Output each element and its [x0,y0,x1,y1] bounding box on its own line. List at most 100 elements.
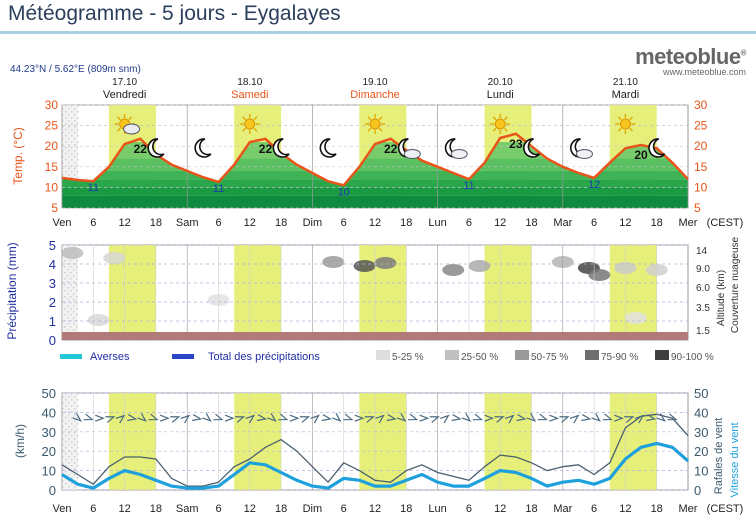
precip-past-hatch-dot [70,284,72,286]
temp-ytick-left: 20 [45,139,59,153]
wind-ytick-left: 20 [42,444,56,459]
daylight-band [484,245,532,340]
temp-past-hatch-dot [71,171,73,173]
brand-name: meteoblue [635,44,741,69]
wind-direction-arrow-icon [484,414,495,422]
wind-direction-arrow-icon [148,413,159,421]
wind-past-hatch-dot [71,471,73,473]
sun-ray [367,127,372,132]
temp-past-hatch-dot [65,141,67,143]
arrow-head [364,416,375,423]
title-rule [0,31,756,34]
sun-ray [617,127,622,132]
wind-time-tick: 18 [400,503,412,515]
sun-ray [617,116,622,121]
sun-ray [492,116,497,121]
wind-past-hatch-dot [65,423,67,425]
arrow-head [634,414,645,424]
brand[interactable]: meteoblue® www.meteoblue.com [635,44,746,77]
wind-past-hatch-dot [74,426,76,428]
altitude-tick: 9.0 [696,264,710,275]
sun-ray [629,116,633,121]
wind-past-hatch-dot [71,477,73,479]
precip-ytick: 1 [49,314,56,329]
temp-ytick-right: 15 [694,160,708,174]
sun-ray [117,116,121,121]
arrow-head [213,413,224,421]
temp-past-hatch-dot [68,138,70,140]
wind-direction-arrow-icon [559,416,570,423]
sun-disc [369,118,381,130]
wind-direction-arrow-icon [95,414,105,422]
wind-past-hatch-dot [74,396,76,398]
arrow-head [581,414,592,422]
temp-time-tick: Sam [176,217,199,229]
precip-past-hatch-dot [76,308,78,310]
legend-total-swatch [172,354,194,359]
temp-band [62,195,688,208]
sun-ray [128,116,133,121]
wind-past-hatch-dot [71,441,73,443]
wind-past-hatch-dot [62,444,64,446]
sun-ray [378,127,383,132]
temp-past-hatch-dot [77,153,79,155]
wind-direction-arrow-icon [170,416,181,423]
arrow-head [267,413,277,422]
arrow-head [537,413,548,421]
precip-past-hatch-dot [70,326,72,328]
temp-past-hatch-dot [77,159,79,161]
precip-past-hatch-dot [73,245,75,247]
temp-past-hatch-dot [77,171,79,173]
wind-direction-arrow-icon [213,413,224,421]
arrow-head [667,413,678,421]
temp-time-tick: 12 [244,217,256,229]
brand-url[interactable]: www.meteoblue.com [662,67,746,77]
wind-direction-arrow-icon [159,414,170,422]
wind-time-tick: Ven [53,503,72,515]
precip-past-hatch-dot [76,272,78,274]
moon-shape [523,138,541,158]
wind-direction-arrow-icon [614,414,624,422]
wind-ytick-right: 20 [694,444,708,459]
sun-ray [503,127,508,132]
temp-past-hatch-dot [68,174,70,176]
temp-past-hatch-dot [71,165,73,167]
arrow-head [321,414,332,422]
wind-direction-arrow-icon [299,416,311,423]
legend-total-label: Total des précipitations [208,351,320,363]
arrow-head [310,414,320,424]
wind-time-tick: 12 [494,503,506,515]
temp-past-hatch-dot [77,165,79,167]
precip-past-hatch-dot [73,281,75,283]
temp-past-hatch-dot [65,111,67,113]
wind-direction-arrow-icon [127,414,138,422]
precip-past-hatch-dot [64,302,66,304]
arrow-head [516,414,527,422]
temp-past-hatch-dot [65,123,67,125]
moon-shape [194,138,212,158]
sun-ray [242,127,247,132]
sun-icon [239,114,260,134]
wind-time-tick: Lun [428,503,446,515]
temp-max-label: 20 [634,148,648,162]
wind-direction-arrow-icon [581,414,592,422]
cloud-cover-patch [374,257,397,269]
temp-time-tick: Mer [679,217,698,229]
precip-past-hatch-dot [76,314,78,316]
wind-past-hatch-dot [77,429,79,431]
temp-past-hatch-dot [68,162,70,164]
wind-ytick-left: 50 [42,386,56,401]
moon-icon [272,138,290,158]
wind-past-hatch-dot [74,444,76,446]
wind-past-hatch-dot [68,414,70,416]
wind-past-hatch-dot [71,453,73,455]
temp-ytick-left: 15 [45,160,59,174]
temp-past-hatch-dot [71,147,73,149]
temp-time-tick: 6 [215,217,221,229]
arrow-head [170,416,181,423]
sun-ray [629,127,633,132]
temp-past-hatch-dot [62,150,64,152]
temp-ytick-left: 25 [45,119,59,133]
gust-axis-label: Rafales de vent [713,418,725,494]
altitude-axis-label: Altitude (km) [716,270,727,326]
